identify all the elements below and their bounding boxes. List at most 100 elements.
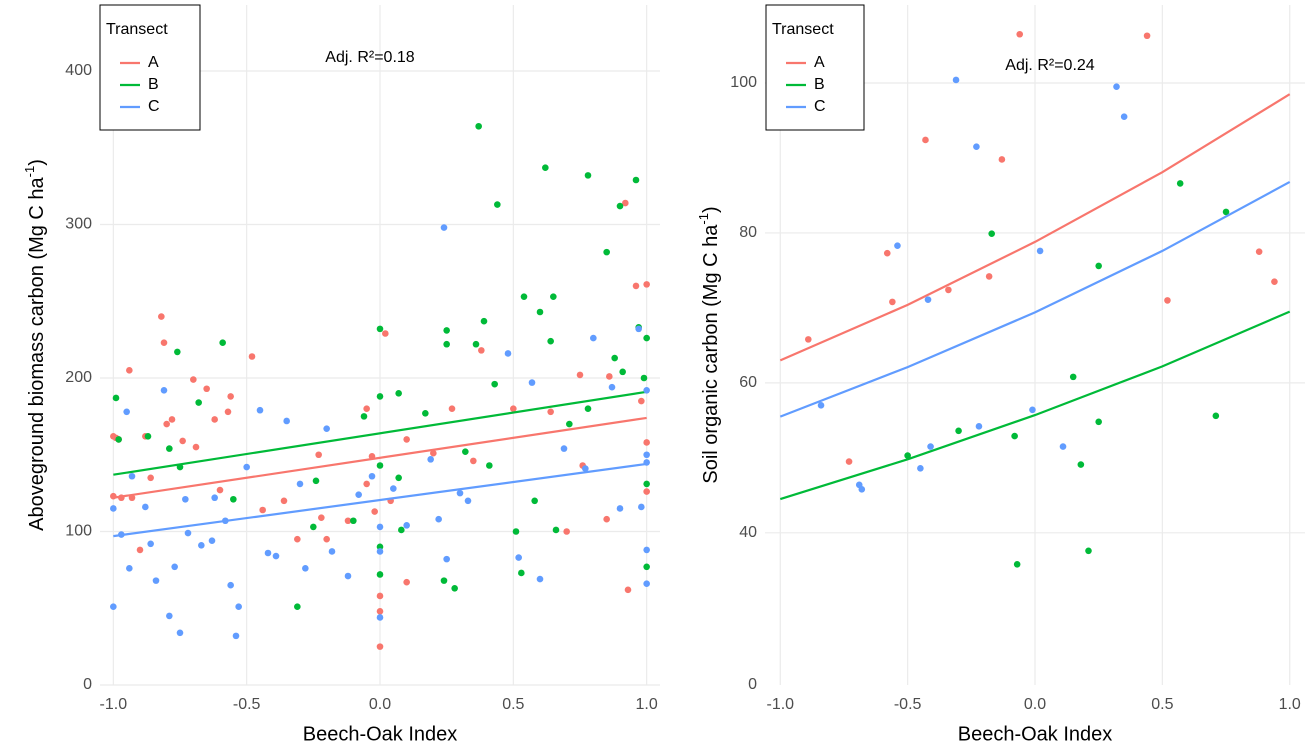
point	[805, 336, 812, 343]
annotation: Adj. R²=0.24	[1005, 57, 1094, 74]
point	[403, 522, 410, 529]
point	[152, 577, 160, 584]
point	[376, 548, 384, 555]
point	[440, 577, 448, 584]
point	[985, 273, 993, 280]
x-axis-label: Beech-Oak Index	[303, 723, 458, 745]
fit-line	[113, 416, 647, 499]
point	[360, 413, 368, 420]
point	[440, 224, 448, 231]
y-axis-label: Soil organic carbon (Mg C ha-1)	[696, 206, 722, 483]
point	[216, 486, 224, 494]
point	[310, 523, 317, 531]
point	[376, 608, 384, 615]
point	[975, 423, 983, 430]
point	[973, 143, 980, 150]
point	[344, 572, 352, 580]
point	[584, 172, 592, 179]
fit-line	[779, 310, 1291, 501]
point	[376, 643, 384, 650]
point	[224, 408, 232, 416]
point	[403, 436, 410, 443]
point	[427, 456, 434, 463]
point	[1255, 248, 1263, 255]
y-axis-label: Aboveground biomass carbon (Mg C ha-1)	[22, 159, 48, 531]
point	[376, 614, 384, 621]
point	[123, 408, 130, 416]
point	[515, 554, 522, 561]
point	[318, 514, 325, 521]
point	[478, 347, 485, 354]
point	[280, 497, 288, 505]
point	[643, 480, 650, 488]
point	[227, 581, 234, 589]
x-tick-label: -0.5	[894, 696, 922, 713]
point	[1011, 432, 1018, 440]
point	[192, 443, 200, 451]
point	[1077, 461, 1085, 468]
point	[632, 176, 640, 184]
point	[302, 565, 309, 572]
point	[1095, 262, 1102, 270]
point	[368, 472, 376, 480]
point	[422, 410, 429, 417]
point	[435, 515, 442, 523]
point	[315, 451, 322, 459]
point	[643, 488, 650, 495]
point	[566, 420, 573, 428]
point	[443, 555, 450, 563]
point	[230, 495, 237, 503]
point	[163, 420, 170, 428]
point	[126, 367, 133, 374]
point	[160, 386, 168, 394]
point	[1176, 180, 1184, 187]
point	[1059, 443, 1067, 450]
point	[195, 399, 202, 406]
point	[547, 408, 554, 416]
point	[376, 462, 384, 469]
point	[606, 373, 613, 380]
point	[611, 354, 618, 362]
point	[376, 592, 384, 600]
point	[323, 425, 330, 432]
point	[190, 376, 197, 383]
fit-line	[113, 390, 647, 476]
point	[174, 348, 181, 356]
legend-label: A	[148, 54, 159, 71]
point	[350, 517, 357, 525]
point	[147, 474, 154, 482]
annotation: Adj. R²=0.18	[325, 49, 414, 66]
point	[211, 494, 218, 502]
y-tick-label: 100	[65, 523, 92, 540]
point	[955, 427, 962, 435]
point	[536, 308, 544, 316]
point	[248, 353, 256, 360]
point	[283, 417, 290, 425]
point	[520, 293, 528, 300]
x-tick-label: -1.0	[766, 696, 794, 713]
legend-label: B	[148, 76, 159, 93]
point	[344, 517, 352, 525]
fit-line	[113, 462, 647, 538]
point	[294, 603, 301, 611]
point	[889, 298, 896, 306]
point	[264, 549, 272, 557]
legend-label: A	[814, 54, 825, 71]
point	[528, 379, 536, 386]
point	[547, 337, 554, 345]
point	[296, 480, 304, 488]
point	[640, 374, 648, 382]
point	[142, 503, 149, 511]
point	[126, 565, 133, 572]
point	[147, 540, 154, 548]
point	[560, 445, 568, 452]
point	[203, 385, 210, 393]
y-axis-label-sup: -1	[696, 213, 711, 225]
point	[158, 313, 165, 320]
point	[443, 327, 450, 334]
point	[582, 465, 589, 472]
point	[1120, 113, 1128, 121]
point	[243, 463, 250, 471]
point	[112, 394, 120, 402]
point	[182, 495, 189, 503]
